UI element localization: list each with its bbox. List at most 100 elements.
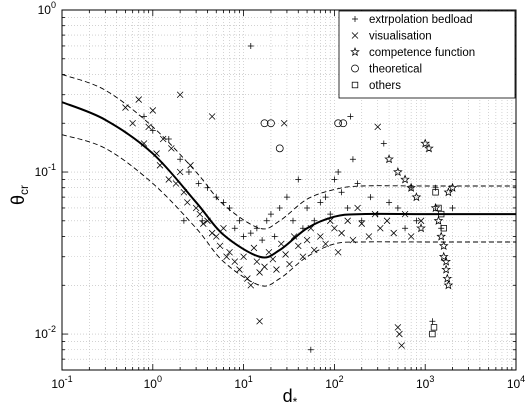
legend-marker-star (350, 46, 360, 57)
data-point-cross (278, 240, 285, 248)
data-point-star (443, 187, 454, 197)
data-point-plus (402, 225, 409, 232)
data-point-cross (365, 233, 373, 240)
data-point-plus (449, 204, 456, 211)
data-point-cross (226, 248, 233, 256)
data-point-cross (149, 107, 157, 114)
data-point-plus (304, 204, 311, 211)
data-point-cross (398, 342, 405, 349)
data-point-circle (275, 144, 284, 153)
y-axis-label: θcr (8, 185, 31, 205)
data-point-cross (223, 253, 230, 261)
data-point-cross (256, 317, 263, 325)
data-point-cross (354, 204, 361, 212)
data-point-star (406, 182, 416, 192)
data-point-cross (184, 199, 191, 206)
data-point-square (438, 210, 445, 218)
data-point-cross (153, 150, 160, 157)
y-axis-label-main: θ (8, 195, 28, 205)
data-point-plus (380, 140, 387, 147)
legend-label: others (369, 80, 401, 92)
data-point-plus (283, 194, 290, 201)
x-tick-label: 103 (416, 374, 434, 391)
data-point-plus (349, 156, 356, 163)
data-point-plus (236, 217, 243, 224)
data-point-star (420, 138, 431, 148)
data-point-star (384, 154, 394, 164)
x-tick-label: 101 (234, 374, 252, 391)
data-point-cross (383, 217, 391, 225)
data-point-cross (145, 123, 152, 131)
data-point-plus (247, 42, 254, 49)
data-point-cross (265, 248, 273, 256)
data-point-cross (196, 210, 204, 218)
data-point-cross (326, 217, 334, 225)
data-point-plus (347, 113, 354, 120)
data-point-cross (377, 224, 384, 232)
legend-label: competence function (369, 47, 475, 59)
data-point-star (438, 251, 449, 261)
data-point-cross (165, 176, 173, 183)
data-point-star (441, 256, 451, 266)
data-point-cross (159, 135, 167, 143)
data-point-plus (177, 156, 184, 163)
data-point-cross (208, 113, 216, 120)
legend-marker-square (351, 81, 359, 89)
x-tick-label: 10-1 (51, 374, 72, 391)
data-point-cross (220, 224, 227, 232)
data-point-plus (141, 113, 148, 120)
data-point-cross (213, 233, 220, 240)
data-point-circle (267, 119, 275, 128)
data-point-circle (339, 119, 348, 128)
data-point-cross (122, 104, 129, 111)
data-point-star (442, 273, 453, 283)
data-point-plus (165, 135, 172, 142)
data-point-plus (149, 127, 156, 134)
data-point-square (440, 225, 447, 232)
data-point-cross (200, 220, 207, 227)
data-point-cross (303, 236, 311, 244)
data-point-plus (204, 184, 211, 191)
x-tick-label: 100 (144, 374, 162, 391)
data-point-plus (267, 211, 274, 218)
data-point-plus (367, 194, 374, 201)
y-tick-label: 100 (38, 0, 56, 17)
data-point-cross (407, 233, 415, 240)
data-point-cross (240, 253, 247, 261)
data-point-square (432, 189, 439, 196)
data-point-star (443, 280, 454, 290)
data-point-plus (429, 318, 436, 325)
data-point-plus (240, 233, 247, 240)
y-tick-label: 10-2 (35, 324, 56, 341)
data-point-cross (317, 233, 324, 240)
axis-ticks: 10-1 100 101 102 103 104 10-2 10-1 100 (35, 0, 526, 391)
data-point-plus (247, 230, 254, 237)
data-point-cross (290, 233, 298, 240)
plot-frame (61, 9, 517, 371)
data-point-plus (276, 204, 283, 211)
fit-curves (61, 74, 516, 287)
data-point-plus (327, 211, 334, 218)
data-point-cross (331, 224, 338, 232)
y-tick-label: 10-1 (35, 162, 56, 179)
data-point-plus (220, 199, 227, 206)
data-point-plus (344, 204, 351, 211)
data-point-cross (187, 162, 194, 169)
legend-label: extrpolation bedload (369, 14, 473, 26)
data-point-cross (208, 229, 216, 237)
data-point-cross (417, 217, 425, 225)
data-point-plus (386, 199, 393, 206)
data-point-cross (299, 253, 307, 261)
data-point-square (435, 204, 442, 212)
data-point-plus (271, 233, 278, 240)
data-point-cross (338, 229, 345, 237)
data-point-cross (358, 220, 365, 227)
data-point-cross (129, 119, 136, 127)
data-point-cross (295, 242, 302, 250)
data-point-cross (176, 91, 184, 98)
data-point-plus (317, 199, 324, 206)
data-point-cross (269, 255, 277, 263)
data-point-plus (259, 237, 266, 244)
data-point-cross (140, 140, 148, 147)
